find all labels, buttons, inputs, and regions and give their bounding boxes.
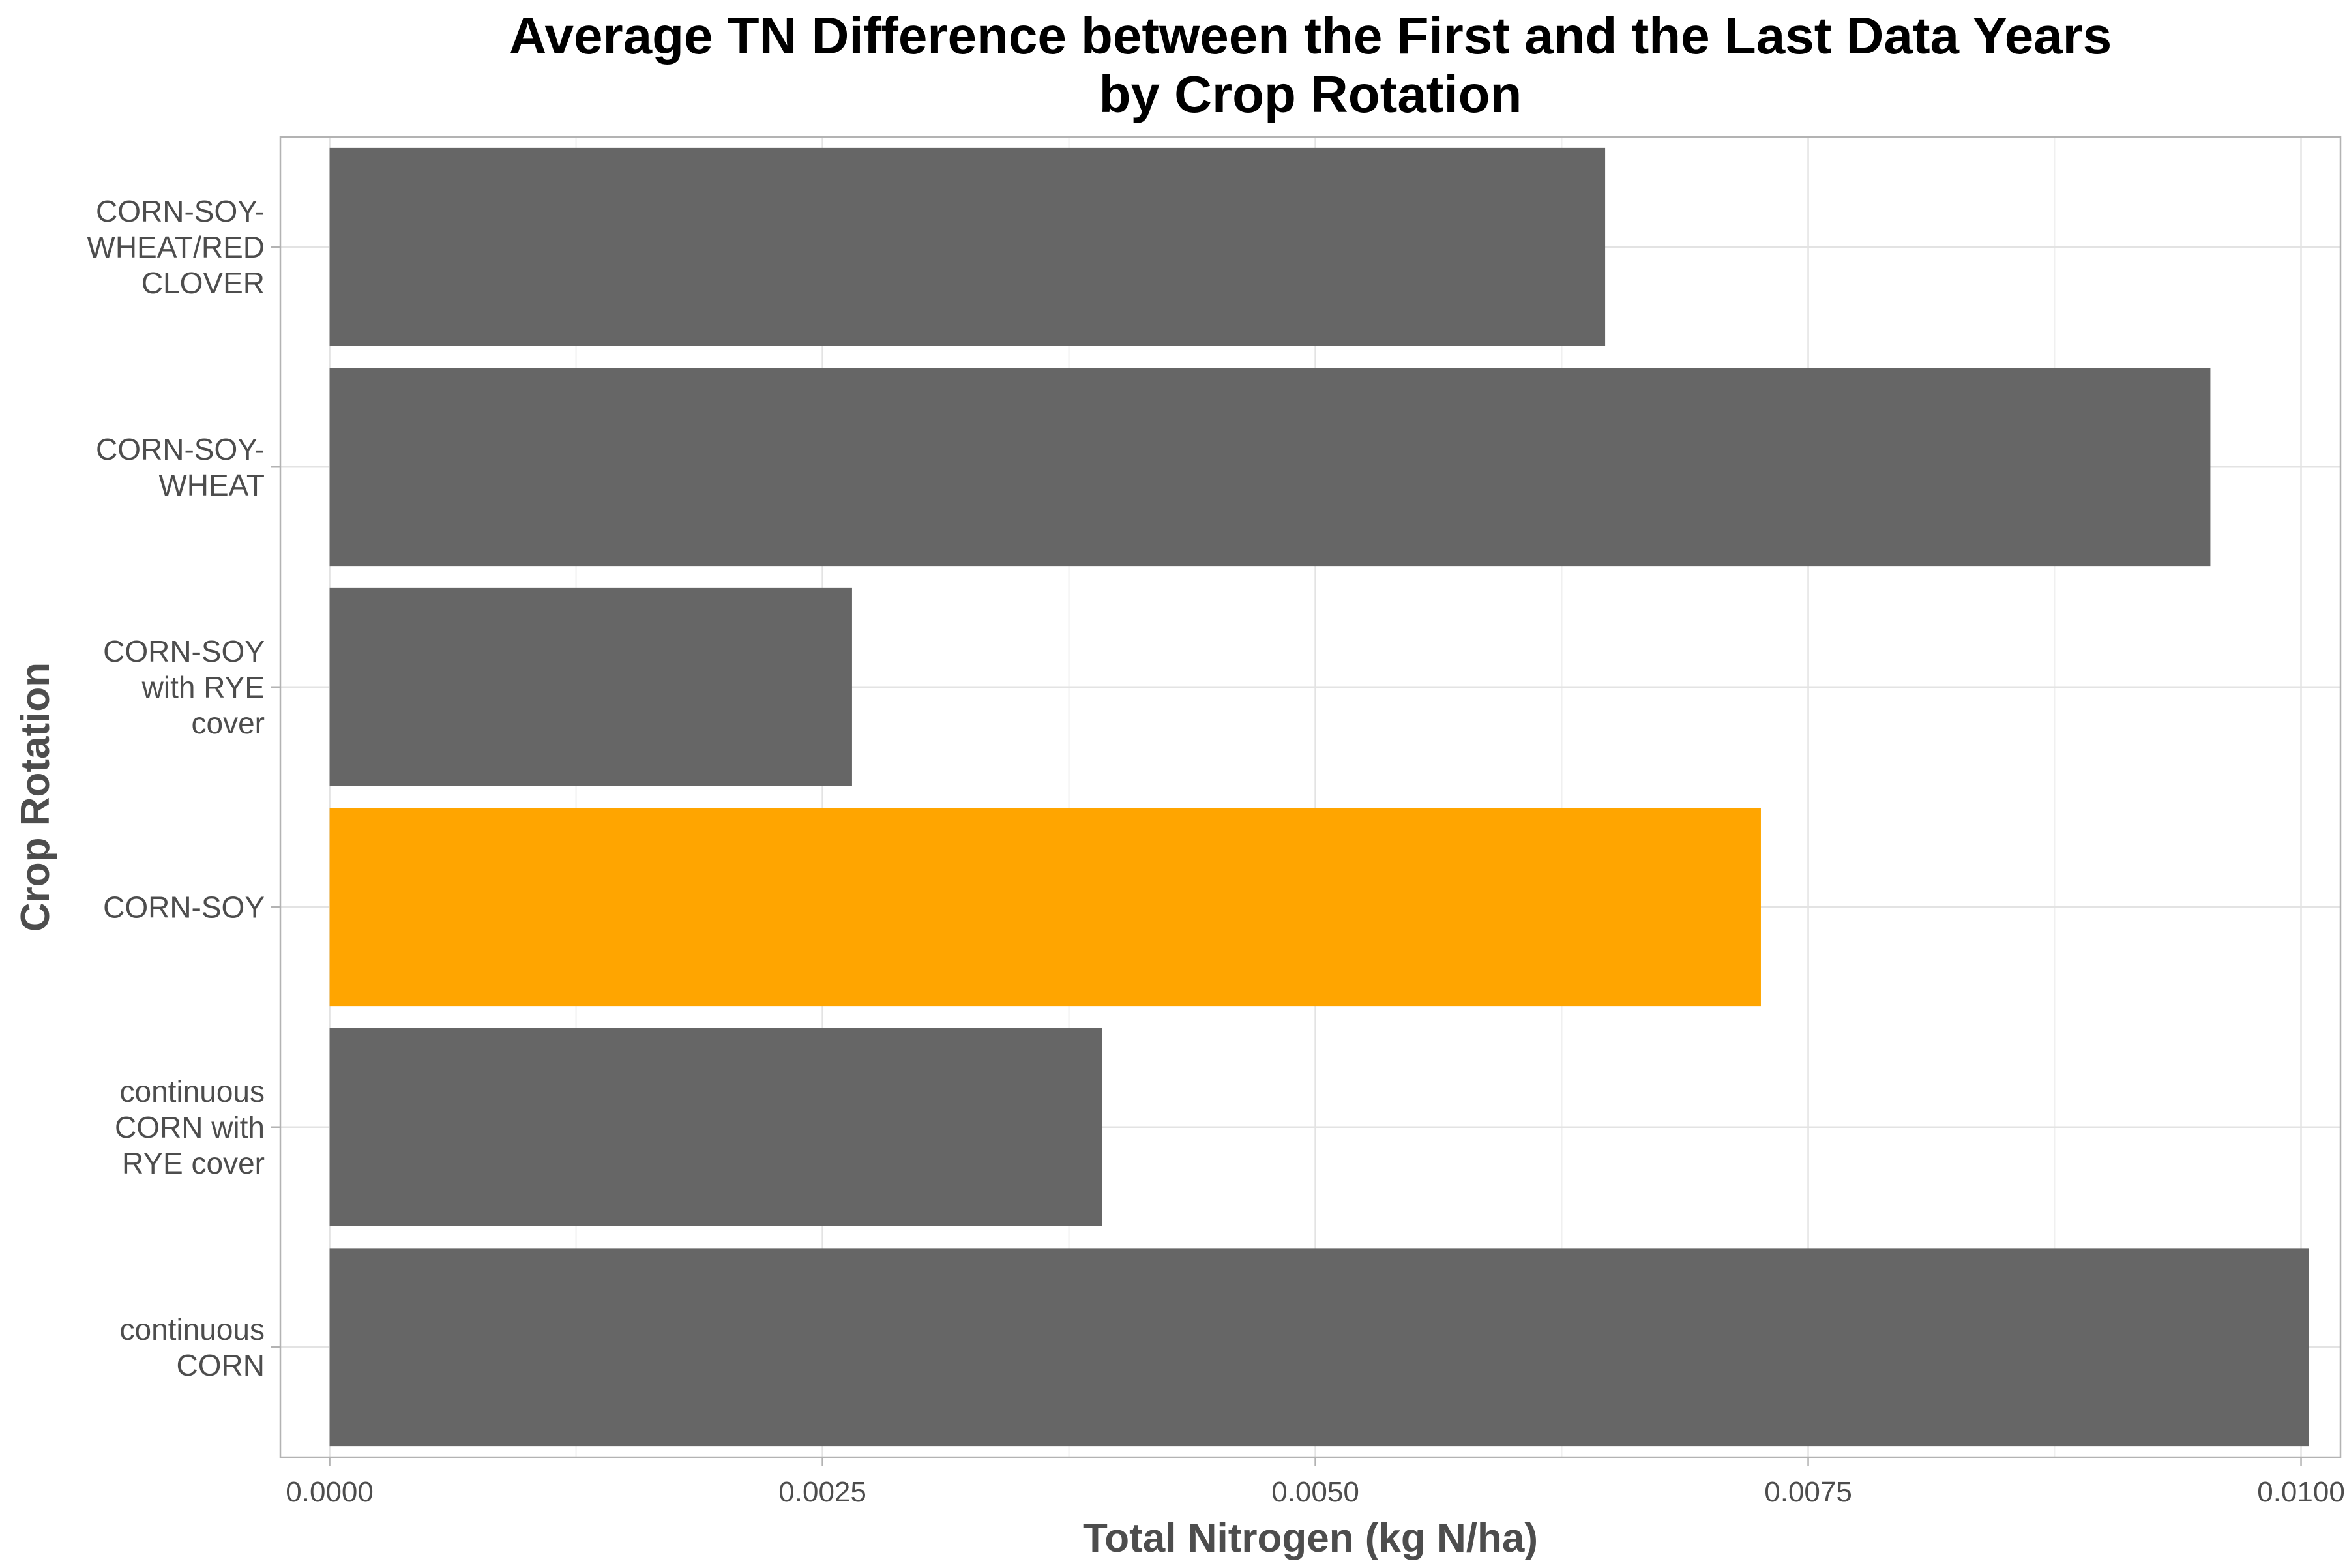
x-axis-ticks: 0.0000 0.0025 0.0050 0.0075 0.0100: [286, 1457, 2345, 1508]
y-axis-title: Crop Rotation: [13, 662, 58, 932]
bar: [329, 147, 1606, 346]
x-tick-label: 0.0000: [286, 1476, 374, 1508]
x-axis-title: Total Nitrogen (kg N/ha): [1083, 1516, 1538, 1561]
x-tick-label: 0.0025: [778, 1476, 866, 1508]
y-category-label: CORN-SOY: [103, 890, 265, 924]
y-category-label: CORN-SOY with RYE cover: [103, 634, 265, 740]
x-tick-label: 0.0075: [1764, 1476, 1852, 1508]
bar: [329, 368, 2211, 567]
bar: [329, 1248, 2309, 1447]
bars: [329, 147, 2309, 1447]
y-category-label: CORN-SOY-WHEAT: [96, 432, 265, 502]
bar: [329, 808, 1761, 1007]
y-axis-ticks: continuous CORN continuous CORN with RYE cov…: [87, 194, 280, 1382]
bar: [329, 587, 852, 786]
panel-border: [279, 136, 2342, 1458]
x-tick-label: 0.0100: [2257, 1476, 2345, 1508]
chart-title: Average TN Difference between the First …: [509, 7, 2112, 123]
y-category-label: continuous CORN: [120, 1312, 265, 1382]
x-tick-label: 0.0050: [1271, 1476, 1359, 1508]
y-category-label: continuous CORN with RYE cover: [115, 1074, 265, 1180]
bar: [329, 1028, 1102, 1226]
y-category-label: CORN-SOY-WHEAT/RED CLOVER: [87, 194, 265, 300]
